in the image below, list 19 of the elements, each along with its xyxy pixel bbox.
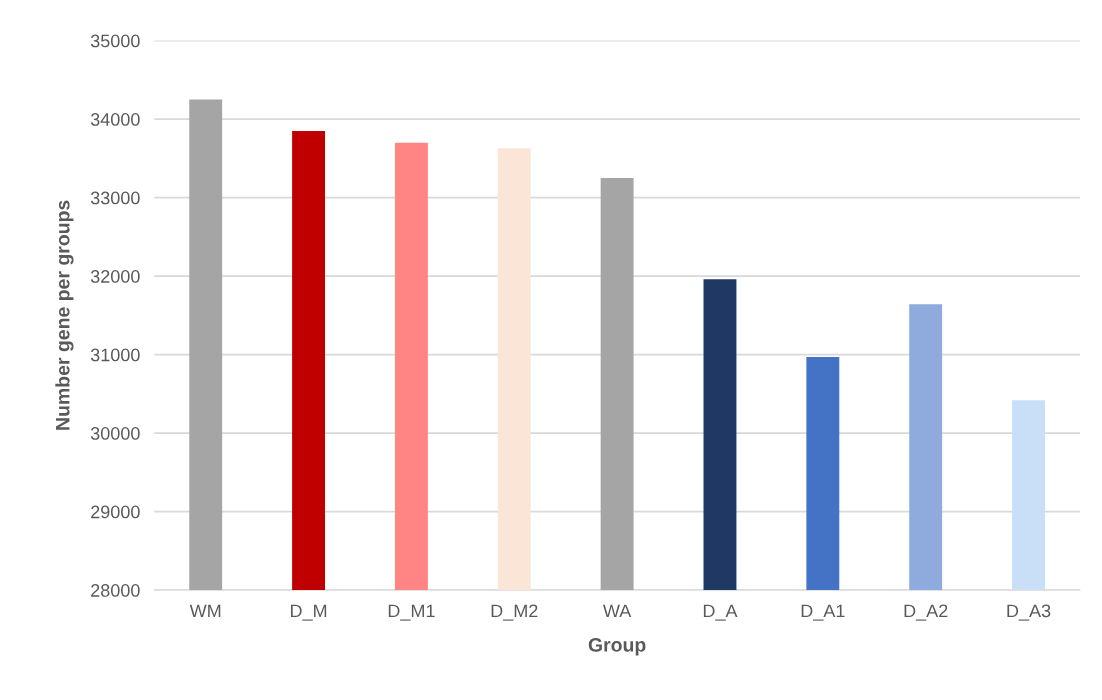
x-axis-title: Group [588,638,646,656]
x-tick-label: WM [189,604,221,618]
y-tick-label: 28000 [91,584,140,597]
x-tick-label: D_A2 [904,604,948,621]
x-tick-label: D_M1 [388,604,435,621]
y-tick-label: 31000 [90,348,140,362]
y-tick-label: 34000 [90,113,140,126]
x-tick-label: D_M2 [491,604,538,621]
x-tick-label: D_M [290,604,327,621]
y-tick-label: 33000 [90,191,140,205]
y-tick-label: 30000 [90,427,140,440]
x-tick-label: D_A3 [1007,604,1051,621]
x-tick-label: WA [602,604,632,618]
y-tick-label: 29000 [91,505,140,519]
y-tick-label: 35000 [90,34,140,48]
y-axis-title: Number gene per groups [55,200,74,430]
x-tick-label: D_A1 [801,604,845,621]
x-tick-label: D_A [703,604,738,621]
y-tick-label: 32000 [90,270,140,283]
